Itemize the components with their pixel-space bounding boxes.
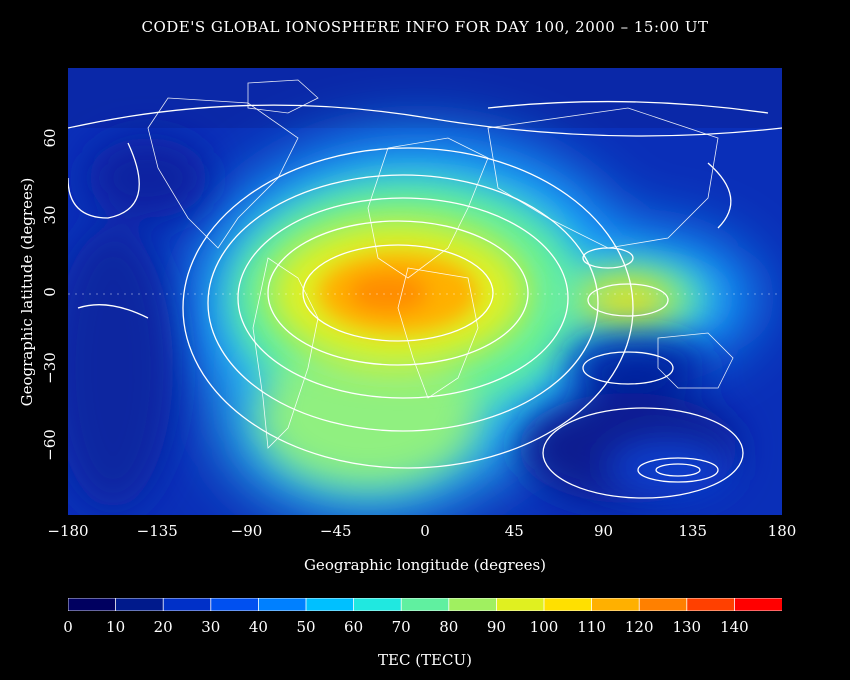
colorbar-tick-label: 70: [391, 618, 411, 636]
colorbar-tick-label: 50: [296, 618, 316, 636]
x-tick-label: −90: [230, 522, 263, 540]
x-tick-label: 90: [593, 522, 614, 540]
y-tick-label: −60: [41, 428, 59, 461]
x-tick-label: −180: [47, 522, 89, 540]
y-tick-label: 30: [41, 205, 59, 225]
colorbar-tick-label: 10: [106, 618, 126, 636]
colorbar-segment: [400, 598, 450, 611]
colorbar-segment: [495, 598, 545, 611]
coastlines: [68, 79, 782, 449]
colorbar-label: TEC (TECU): [378, 651, 472, 669]
colorbar-tick-label: 40: [248, 618, 268, 636]
colorbar-segment: [686, 598, 736, 611]
colorbar-segment: [210, 598, 260, 611]
colorbar-tick-label: 130: [672, 618, 702, 636]
colorbar-segment: [115, 598, 165, 611]
tec-map-svg: [68, 68, 782, 515]
colorbar-tick-label: 80: [439, 618, 459, 636]
x-tick-label: 0: [420, 522, 430, 540]
map-title: CODE'S GLOBAL IONOSPHERE INFO FOR DAY 10…: [141, 18, 709, 36]
colorbar-segment: [305, 598, 355, 611]
colorbar-tick-label: 20: [153, 618, 173, 636]
colorbar-tick-label: 60: [344, 618, 364, 636]
colorbar-segment: [638, 598, 688, 611]
colorbar-segment: [734, 598, 782, 611]
colorbar-tick-label: 140: [720, 618, 749, 636]
colorbar-tick-label: 90: [486, 618, 506, 636]
colorbar-segment: [591, 598, 641, 611]
colorbar-segment: [257, 598, 307, 611]
colorbar-segment: [543, 598, 593, 611]
north-polar-band: [68, 68, 782, 128]
x-tick-label: 45: [504, 522, 524, 540]
colorbar-segment: [448, 598, 498, 611]
y-tick-label: 0: [41, 286, 59, 297]
colorbar-tick-label: 0: [63, 618, 73, 636]
tec-contours: [68, 100, 782, 499]
colorbar-segment: [162, 598, 212, 611]
y-axis-label: Geographic latitude (degrees): [18, 177, 36, 407]
x-axis-label: Geographic longitude (degrees): [303, 556, 547, 574]
colorbar-tick-label: 110: [577, 618, 606, 636]
colorbar-segment: [68, 598, 117, 611]
colorbar-tick-label: 30: [201, 618, 221, 636]
colorbar-tick-label: 120: [624, 618, 654, 636]
x-tick-label: −45: [319, 522, 352, 540]
low-tec-west: [68, 138, 208, 508]
colorbar: [68, 598, 782, 611]
tec-map-plot: [68, 68, 782, 515]
tec-peak: [318, 253, 478, 333]
y-tick-label: 60: [41, 128, 59, 148]
colorbar-tick-label: 100: [529, 618, 559, 636]
y-tick-label: −30: [41, 352, 59, 384]
colorbar-segment: [353, 598, 403, 611]
x-tick-label: −135: [136, 522, 178, 540]
x-tick-label: 180: [767, 522, 797, 540]
x-tick-label: 135: [678, 522, 708, 540]
